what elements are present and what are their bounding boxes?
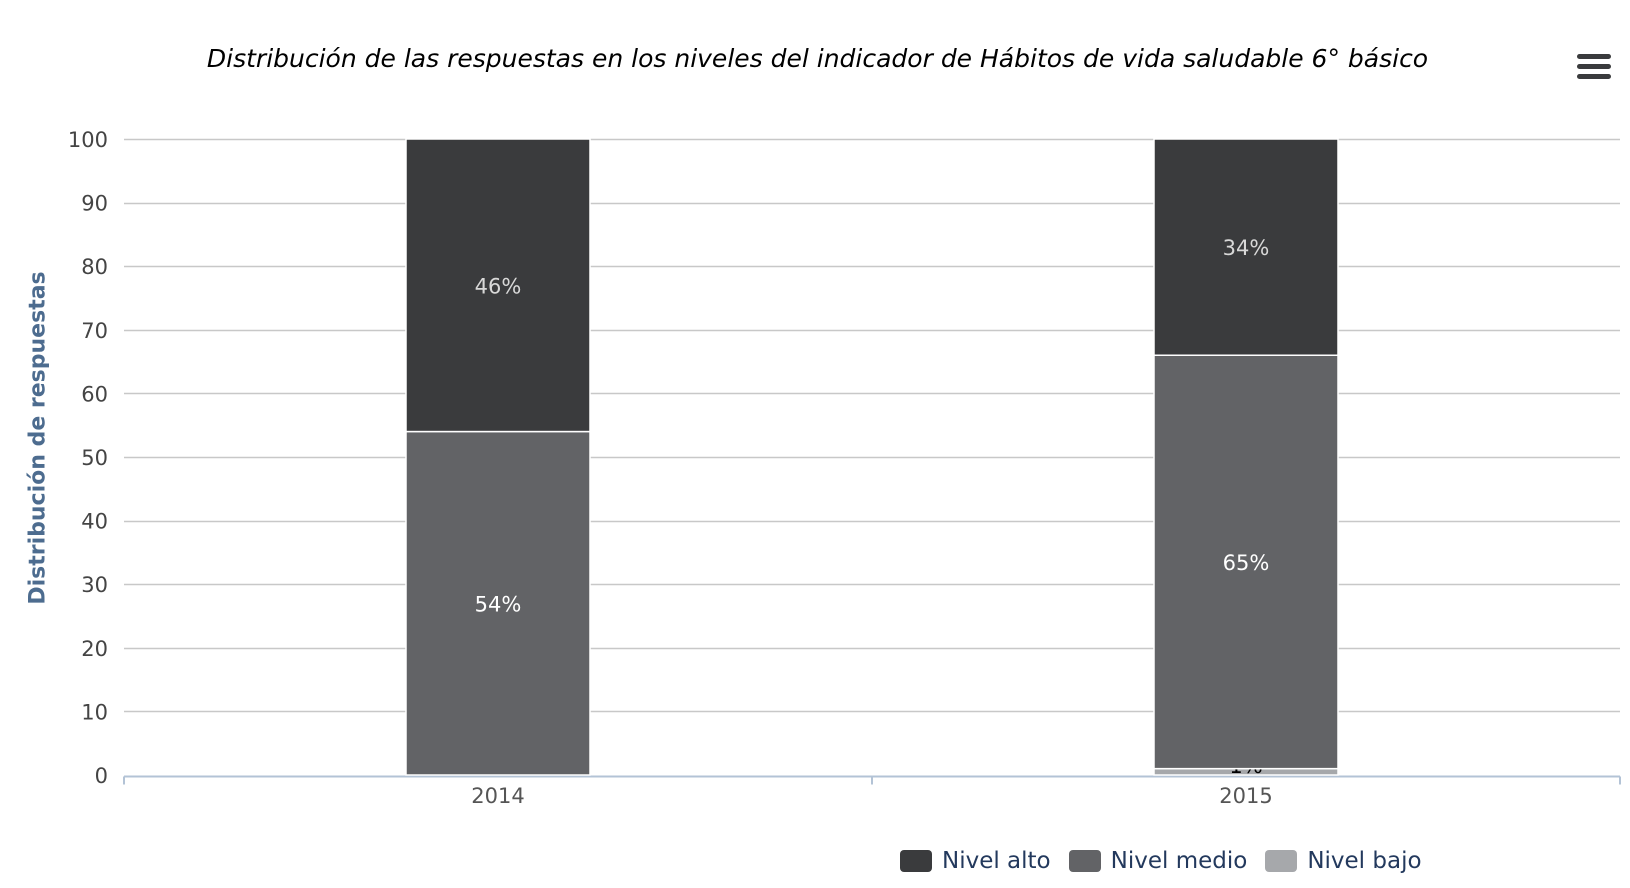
y-tick-label: 40 xyxy=(81,510,108,534)
y-tick-label: 80 xyxy=(81,255,108,279)
data-label: 46% xyxy=(475,274,522,298)
bar-segment xyxy=(405,138,591,433)
chart-title: Distribución de las respuestas en los ni… xyxy=(206,44,1429,73)
y-tick-label: 0 xyxy=(95,764,108,788)
y-tick-label: 100 xyxy=(68,128,108,152)
legend-item[interactable]: Nivel alto xyxy=(900,848,1051,874)
legend-item[interactable]: Nivel bajo xyxy=(1265,848,1422,874)
y-tick-label: 60 xyxy=(81,382,108,406)
x-tick-label: 2015 xyxy=(1219,784,1272,808)
y-tick-label: 10 xyxy=(81,700,108,724)
legend-swatch xyxy=(1265,850,1298,872)
legend-label: Nivel alto xyxy=(942,848,1051,874)
y-tick-label: 20 xyxy=(81,637,108,661)
y-tick-label: 50 xyxy=(81,446,108,470)
y-tick-label: 30 xyxy=(81,573,108,597)
bar-segment xyxy=(405,430,591,776)
x-tick-label: 2014 xyxy=(471,784,524,808)
data-label: 34% xyxy=(1223,236,1270,260)
bar-segment xyxy=(1153,354,1339,770)
legend-item[interactable]: Nivel medio xyxy=(1068,848,1248,874)
y-tick-label: 70 xyxy=(81,319,108,343)
legend-label: Nivel bajo xyxy=(1307,848,1422,874)
legend: Nivel alto Nivel medio Nivel bajo xyxy=(900,845,1440,877)
data-label: 65% xyxy=(1223,551,1270,575)
hamburger-menu-icon[interactable] xyxy=(1577,52,1613,82)
bar-segment xyxy=(1153,138,1339,356)
data-label: 54% xyxy=(475,592,522,616)
legend-swatch xyxy=(900,850,932,872)
legend-label: Nivel medio xyxy=(1110,848,1248,874)
legend-swatch xyxy=(1068,850,1101,872)
y-axis-title: Distribución de respuestas xyxy=(25,271,51,605)
y-tick-label: 90 xyxy=(81,192,108,216)
